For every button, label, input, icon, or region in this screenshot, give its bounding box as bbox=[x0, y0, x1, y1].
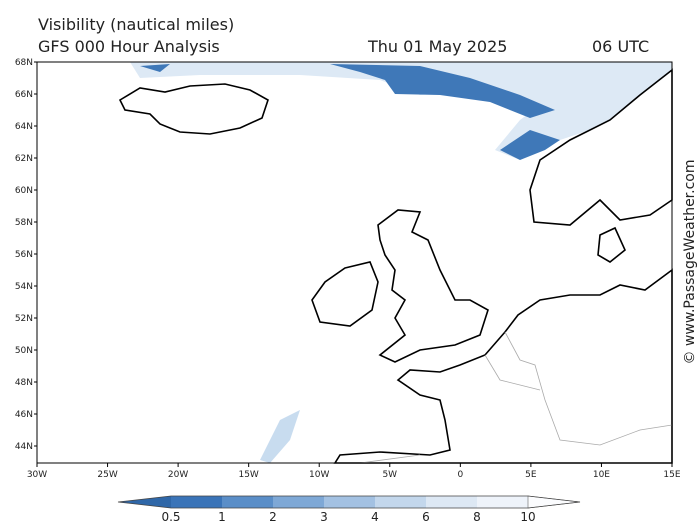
lat-label: 48N bbox=[15, 378, 33, 388]
map-area bbox=[36, 61, 673, 464]
colorbar-segment bbox=[426, 496, 477, 508]
lat-label: 60N bbox=[15, 186, 33, 196]
colorbar-segment bbox=[477, 496, 528, 508]
lon-label: 15W bbox=[238, 470, 258, 480]
colorbar-segment bbox=[171, 496, 222, 508]
map-subtitle: GFS 000 Hour Analysis bbox=[38, 37, 220, 56]
continental-europe bbox=[333, 268, 673, 464]
lat-labels: 68N 66N 64N 62N 60N 58N 56N 54N 52N 50N 48N 46N 44N bbox=[15, 58, 37, 452]
lat-label: 66N bbox=[15, 90, 33, 100]
lon-label: 10E bbox=[593, 470, 610, 480]
lon-label: 5E bbox=[525, 470, 537, 480]
lat-label: 56N bbox=[15, 250, 33, 260]
colorbar-label: 10 bbox=[520, 510, 535, 524]
ireland bbox=[311, 261, 379, 327]
denmark bbox=[597, 226, 626, 263]
lon-label: 0 bbox=[457, 470, 463, 480]
colorbar-segment bbox=[375, 496, 426, 508]
colorbar bbox=[117, 495, 581, 509]
lon-label: 15E bbox=[663, 470, 680, 480]
iceland bbox=[118, 83, 269, 135]
lat-label: 62N bbox=[15, 154, 33, 164]
colorbar-label: 2 bbox=[269, 510, 277, 524]
credit: © www.PassageWeather.com bbox=[682, 159, 698, 364]
colorbar-segment bbox=[273, 496, 324, 508]
lon-label: 20W bbox=[168, 470, 188, 480]
map-date: Thu 01 May 2025 bbox=[367, 37, 507, 56]
lat-label: 50N bbox=[15, 346, 33, 356]
colorbar-label: 4 bbox=[371, 510, 379, 524]
colorbar-label: 1 bbox=[218, 510, 226, 524]
lat-label: 52N bbox=[15, 314, 33, 324]
lon-labels: 30W 25W 20W 15W 10W 5W 0 5E 10E 15E bbox=[27, 463, 681, 480]
borders bbox=[359, 331, 673, 464]
colorbar-label: 6 bbox=[422, 510, 430, 524]
lon-label: 30W bbox=[27, 470, 47, 480]
colorbar-labels: 0.5 1 2 3 4 6 8 10 bbox=[161, 510, 535, 524]
visibility-light bbox=[260, 410, 300, 463]
colorbar-min bbox=[118, 496, 171, 508]
colorbar-label: 3 bbox=[320, 510, 328, 524]
lon-label: 5W bbox=[382, 470, 397, 480]
lon-label: 10W bbox=[309, 470, 329, 480]
lat-label: 58N bbox=[15, 218, 33, 228]
lon-label: 25W bbox=[97, 470, 117, 480]
map-title: Visibility (nautical miles) bbox=[38, 15, 234, 34]
great-britain bbox=[377, 209, 489, 363]
colorbar-segment bbox=[222, 496, 273, 508]
map-time: 06 UTC bbox=[592, 37, 649, 56]
lat-label: 68N bbox=[15, 58, 33, 68]
colorbar-max bbox=[527, 495, 581, 509]
lat-label: 44N bbox=[15, 442, 33, 452]
visibility-low bbox=[140, 64, 600, 185]
lat-label: 54N bbox=[15, 282, 33, 292]
colorbar-label: 8 bbox=[473, 510, 481, 524]
colorbar-segment bbox=[324, 496, 375, 508]
colorbar-label: 0.5 bbox=[161, 510, 180, 524]
map-frame bbox=[36, 61, 673, 464]
lat-label: 46N bbox=[15, 410, 33, 420]
lat-label: 64N bbox=[15, 122, 33, 132]
colorbar-outline bbox=[117, 495, 581, 509]
